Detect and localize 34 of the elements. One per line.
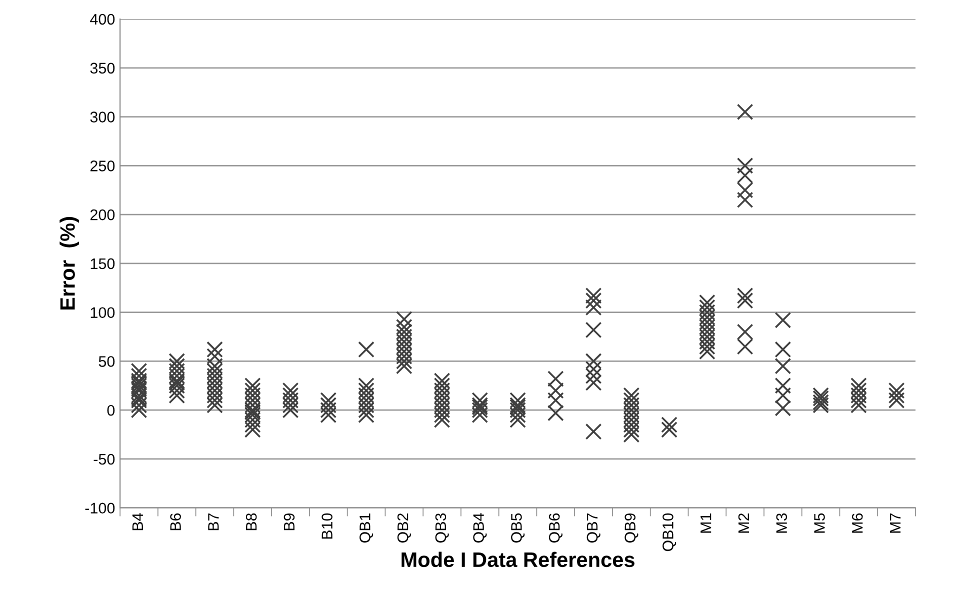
- x-tick-label: B6: [170, 513, 181, 530]
- y-tick-label: -100: [85, 502, 115, 514]
- x-tick-label: QB1: [360, 513, 374, 543]
- y-tick-label: 0: [107, 404, 115, 416]
- x-axis-title: Mode I Data References: [402, 552, 634, 568]
- x-tick-label: QB6: [548, 513, 562, 543]
- y-tick-label: 150: [90, 258, 115, 270]
- x-tick-label: B7: [208, 514, 219, 530]
- x-tick-label: B4: [132, 513, 143, 530]
- y-tick-label: 350: [90, 62, 115, 74]
- x-tick-label: M5: [814, 513, 825, 533]
- x-tick-label: QB9: [624, 513, 638, 543]
- y-tick-label: 300: [90, 112, 115, 122]
- y-tick-label: 250: [90, 160, 115, 172]
- x-tick-label: M1: [700, 513, 712, 533]
- x-tick-label: B10: [322, 513, 332, 539]
- x-tick-label: M2: [738, 513, 749, 533]
- x-tick-label: QB5: [511, 513, 525, 543]
- y-tick-label: 400: [90, 14, 115, 25]
- y-axis-title: Error (%): [60, 217, 80, 310]
- y-tick-label: 50: [98, 356, 115, 367]
- x-tick-label: B8: [246, 513, 257, 530]
- x-tick-label: M7: [890, 513, 900, 533]
- y-tick-label: 100: [90, 307, 115, 318]
- x-tick-label: M3: [776, 513, 788, 533]
- x-tick-label: QB2: [397, 514, 411, 543]
- x-tick-label: M6: [852, 513, 863, 533]
- x-tick-label: QB10: [662, 513, 676, 552]
- x-tick-label: QB3: [435, 513, 449, 543]
- y-tick-label: -50: [94, 454, 115, 465]
- y-tick-label: 200: [90, 209, 115, 220]
- x-tick-label: QB4: [473, 513, 487, 543]
- x-tick-label: B9: [284, 513, 295, 530]
- x-tick-label: QB7: [586, 514, 600, 543]
